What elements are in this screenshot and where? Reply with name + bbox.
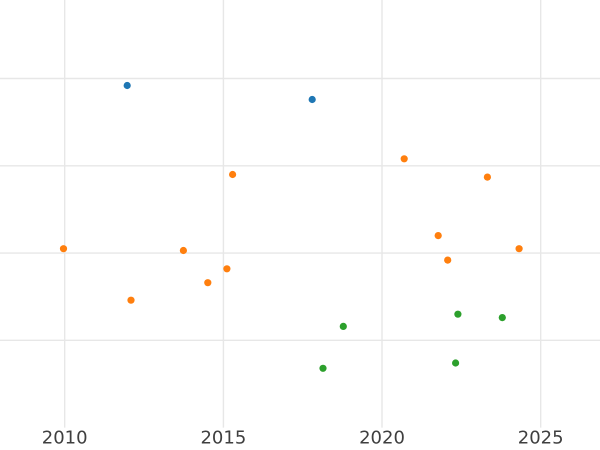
data-point-orange (483, 173, 491, 181)
points-group (59, 81, 523, 372)
data-point-orange (127, 296, 135, 304)
data-point-orange (515, 245, 523, 253)
data-point-blue (308, 95, 316, 104)
data-point-orange (179, 246, 187, 255)
x-tick-label: 2010 (42, 428, 88, 449)
x-tick-label: 2020 (359, 428, 405, 449)
data-point-orange (229, 170, 237, 179)
x-tick-label: 2015 (200, 428, 246, 449)
data-point-green (454, 310, 462, 318)
data-point-orange (400, 155, 408, 163)
gridlines-group (0, 0, 600, 428)
data-point-green (339, 322, 347, 330)
x-axis-labels-group: 2010 2015 2020 2025 (42, 428, 564, 449)
data-point-blue (123, 81, 131, 90)
data-point-green (319, 364, 327, 372)
x-tick-label: 2025 (518, 428, 564, 449)
data-point-orange (59, 245, 68, 253)
data-point-green (452, 359, 460, 367)
data-point-orange (434, 232, 442, 240)
data-point-orange (223, 265, 231, 273)
data-point-orange (444, 256, 452, 264)
data-point-orange (204, 279, 212, 287)
data-point-green (498, 314, 506, 322)
